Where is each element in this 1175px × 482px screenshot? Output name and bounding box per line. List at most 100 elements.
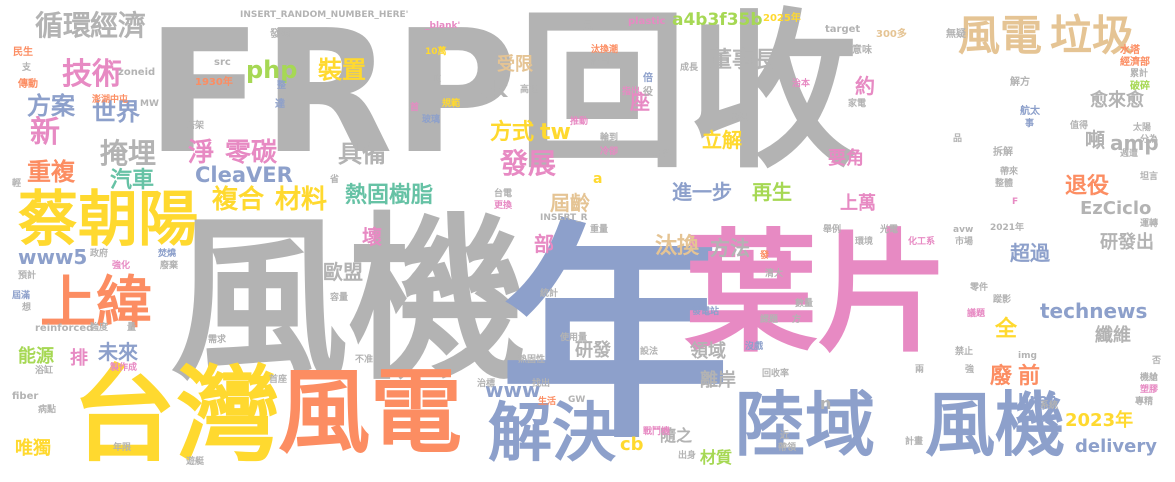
word-discard: 廢棄 xyxy=(160,261,179,271)
word-frp-recycle: FRP回收 xyxy=(146,0,858,192)
word-exceed: 超過 xyxy=(1010,241,1050,265)
word-nthu: 清大 xyxy=(765,269,784,279)
word-energy: 能源 xyxy=(18,346,54,367)
word-cure-root: 治本 xyxy=(792,79,811,89)
word-yacht: 遊艇 xyxy=(186,457,205,467)
word-stats: 統計 xyxy=(540,289,559,299)
word-href: href xyxy=(1018,390,1056,409)
word-bottom: 底 xyxy=(432,75,442,85)
word-plastic: plastic xyxy=(628,16,666,27)
word-find-out: 找出 xyxy=(532,379,551,389)
word-environment: 環境 xyxy=(855,237,874,247)
word-recovery-rate: 回收率 xyxy=(762,369,790,379)
word-zero-carbon: 零碳 xyxy=(225,138,278,168)
word-zoneid: zoneid xyxy=(118,67,156,78)
word-turn: 輪到 xyxy=(600,133,619,143)
word-gw: GW xyxy=(568,395,586,405)
word-reach: 達 xyxy=(275,99,285,110)
word-target: target xyxy=(825,24,861,35)
word-see: 見 xyxy=(583,21,593,32)
word-2021: 2021年 xyxy=(990,223,1025,233)
word-product: 品 xyxy=(953,134,963,144)
word-future: 未來 xyxy=(98,340,138,364)
word-emit: 排 xyxy=(70,348,88,369)
word-research: 研究 xyxy=(653,149,672,159)
word-wind-power: 風電 xyxy=(278,359,463,466)
word-further: 進一步 xyxy=(672,180,732,204)
word-expire: 屆滿 xyxy=(12,291,31,301)
word-matter: 事 xyxy=(1025,119,1035,129)
word-times: 倍 xyxy=(643,73,653,84)
word-life: 生活 xyxy=(538,397,557,407)
word-example: 舉例 xyxy=(823,225,842,235)
word-material-quality: 材質 xyxy=(700,448,733,467)
word-blade: 葉片 xyxy=(685,217,949,371)
word-bathtub: 浴缸 xyxy=(35,366,54,376)
word-tens-of-thousands: 上萬 xyxy=(840,193,876,214)
word-appliance: 家電 xyxy=(848,99,867,109)
word-transmission: 傳動 xyxy=(18,79,38,90)
word-landfill: 掩埋 xyxy=(100,137,157,170)
word-moea: 經濟部 xyxy=(1120,57,1150,68)
word-bring: 帶來 xyxy=(1000,167,1019,177)
word-mw: MW xyxy=(140,99,159,109)
word-growth: 成長 xyxy=(680,63,699,73)
word-meaning: 意味 xyxy=(852,45,872,56)
word-www: www xyxy=(485,378,541,402)
word-method: 方法 xyxy=(710,236,750,260)
word-expert: 專精 xyxy=(1135,397,1154,407)
word-100k: 10萬 xyxy=(425,47,447,57)
word-solve: 解決 xyxy=(488,397,616,471)
word-taipower: 台電 xyxy=(494,189,513,199)
word-ban: 禁止 xyxy=(955,347,974,357)
word-aerospace: 航太 xyxy=(1020,106,1040,117)
word-operation: 運轉 xyxy=(1140,219,1159,229)
word-system: 系統 xyxy=(1040,401,1059,411)
word-not-allowed: 不准 xyxy=(355,355,374,365)
word-fighter: 戰鬥機 xyxy=(643,427,671,437)
word-strength: 強度 xyxy=(90,323,109,333)
word-topic: 課題 xyxy=(760,315,779,325)
word-economy: 經濟 xyxy=(90,9,147,42)
word-frankly: 坦言 xyxy=(1140,172,1159,182)
word-plan: 方案 xyxy=(27,92,75,120)
word-lifespan: 年限 xyxy=(113,443,132,453)
word-cooling: 冷卻 xyxy=(600,147,619,157)
word-think: 想 xyxy=(22,303,32,313)
word-trace: 蹤影 xyxy=(993,295,1012,305)
word-parts: 零件 xyxy=(970,283,989,293)
word-seat: 座 xyxy=(630,90,650,114)
word-livelihood: 民生 xyxy=(13,47,33,58)
word-market: 市場 xyxy=(955,237,974,247)
word-onshore: 陸域 xyxy=(735,384,875,466)
word-decommission: 退役 xyxy=(1065,174,1110,199)
word-whether: 否 xyxy=(1152,356,1162,366)
word-wind-power-tan: 風電 xyxy=(958,11,1043,60)
word-fiber: 纖維 xyxy=(1095,325,1131,346)
word-origin: 出身 xyxy=(678,451,697,461)
word-net: 淨 xyxy=(188,138,215,168)
word-cumulative: 累計 xyxy=(1130,69,1149,79)
word-point-out: 指出 xyxy=(622,87,641,97)
word-try: 設法 xyxy=(640,347,659,357)
word-key-role: 要角 xyxy=(828,148,864,169)
word-estimate: 預計 xyxy=(18,271,37,281)
word-circular: 循環 xyxy=(35,9,92,42)
word-understand: 立解 xyxy=(702,128,742,152)
word-nacelle: 機艙 xyxy=(1140,373,1159,383)
word-incinerate: 焚燒 xyxy=(158,249,177,259)
word-overall: 整體 xyxy=(995,179,1014,189)
word-php: php xyxy=(246,56,298,84)
word-tw: tw xyxy=(540,120,571,145)
word-sector: 部門 xyxy=(591,57,610,67)
word-2023: 2023年 xyxy=(1065,410,1134,431)
word-worth: 值得 xyxy=(1070,121,1089,131)
word-reinforced: reinforced xyxy=(35,323,94,334)
word-invent: 發明 xyxy=(270,29,290,40)
word-project: 計畫 xyxy=(905,437,924,447)
word-pain-point: 病點 xyxy=(38,405,57,415)
word-fiber-en: fiber xyxy=(12,391,39,402)
word-waste: 廢 xyxy=(990,364,1013,389)
word-light: 輕 xyxy=(12,179,22,189)
